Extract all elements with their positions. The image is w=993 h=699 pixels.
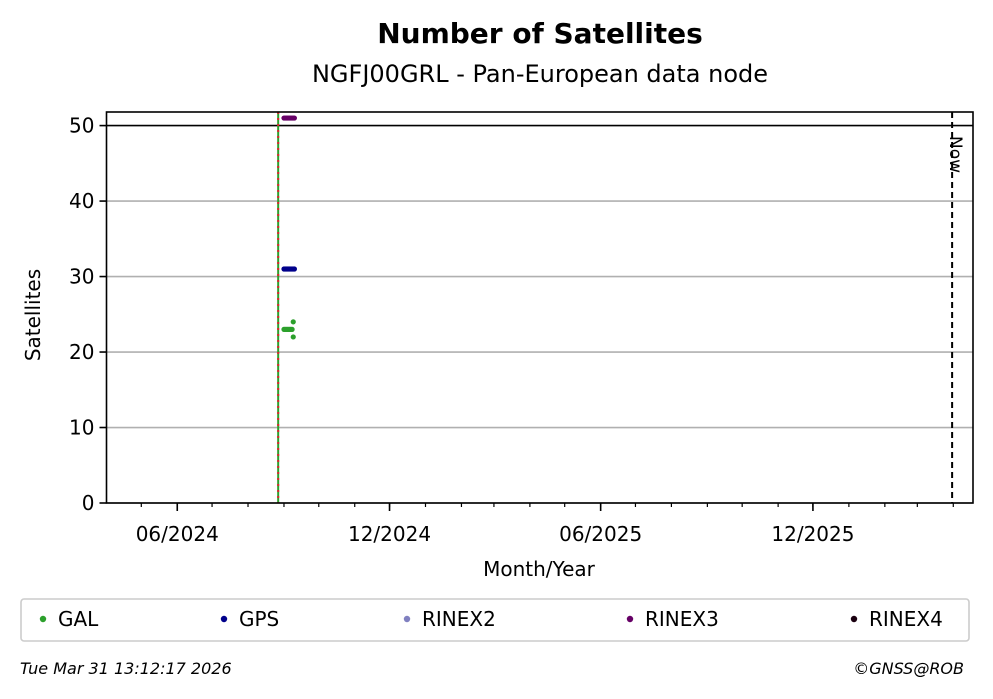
legend-label-gal: GAL — [58, 607, 99, 631]
reference-lines — [106, 112, 973, 503]
legend-box — [20, 598, 970, 642]
x-axis-ticks: 06/2024 12/2024 06/2025 12/2025 — [136, 503, 954, 546]
legend-marker-rinex2 — [403, 615, 411, 623]
legend-marker-rinex4 — [850, 615, 858, 623]
x-tick-label: 12/2024 — [348, 522, 431, 546]
x-tick-label: 06/2024 — [136, 522, 219, 546]
x-tick-label: 06/2025 — [559, 522, 642, 546]
y-tick-label: 40 — [69, 189, 94, 213]
data-point-gal — [290, 319, 296, 325]
y-tick-label: 10 — [69, 416, 94, 440]
now-label: Now — [945, 136, 965, 173]
data-point-gal — [289, 326, 295, 332]
data-point-gal — [290, 334, 296, 340]
y-tick-label: 30 — [69, 265, 94, 289]
chart-title: Number of Satellites — [377, 17, 703, 50]
chart-subtitle: NGFJ00GRL - Pan-European data node — [312, 60, 768, 88]
data-point-rinex3 — [291, 115, 298, 121]
y-axis-ticks: 0 10 20 30 40 50 — [69, 114, 107, 515]
legend-label-rinex3: RINEX3 — [645, 607, 719, 631]
grid — [106, 200, 973, 504]
footer-timestamp: Tue Mar 31 13:12:17 2026 — [20, 659, 232, 678]
legend-marker-gps — [220, 615, 228, 623]
y-tick-label: 50 — [69, 114, 94, 138]
legend-marker-rinex3 — [626, 615, 634, 623]
footer-credit: ©GNSS@ROB — [853, 659, 964, 678]
y-tick-label: 20 — [69, 340, 94, 364]
y-tick-label: 0 — [82, 491, 95, 515]
data-points — [281, 115, 298, 340]
y-axis-label: Satellites — [21, 269, 45, 361]
x-axis-label: Month/Year — [483, 557, 596, 581]
legend: GAL GPS RINEX2 RINEX3 RINEX4 — [39, 607, 943, 631]
legend-marker-gal — [39, 615, 47, 623]
data-point-gps — [291, 266, 298, 272]
legend-label-gps: GPS — [239, 607, 279, 631]
plot-frame — [105, 111, 974, 504]
x-tick-label: 12/2025 — [771, 522, 854, 546]
legend-label-rinex4: RINEX4 — [869, 607, 943, 631]
legend-label-rinex2: RINEX2 — [422, 607, 496, 631]
